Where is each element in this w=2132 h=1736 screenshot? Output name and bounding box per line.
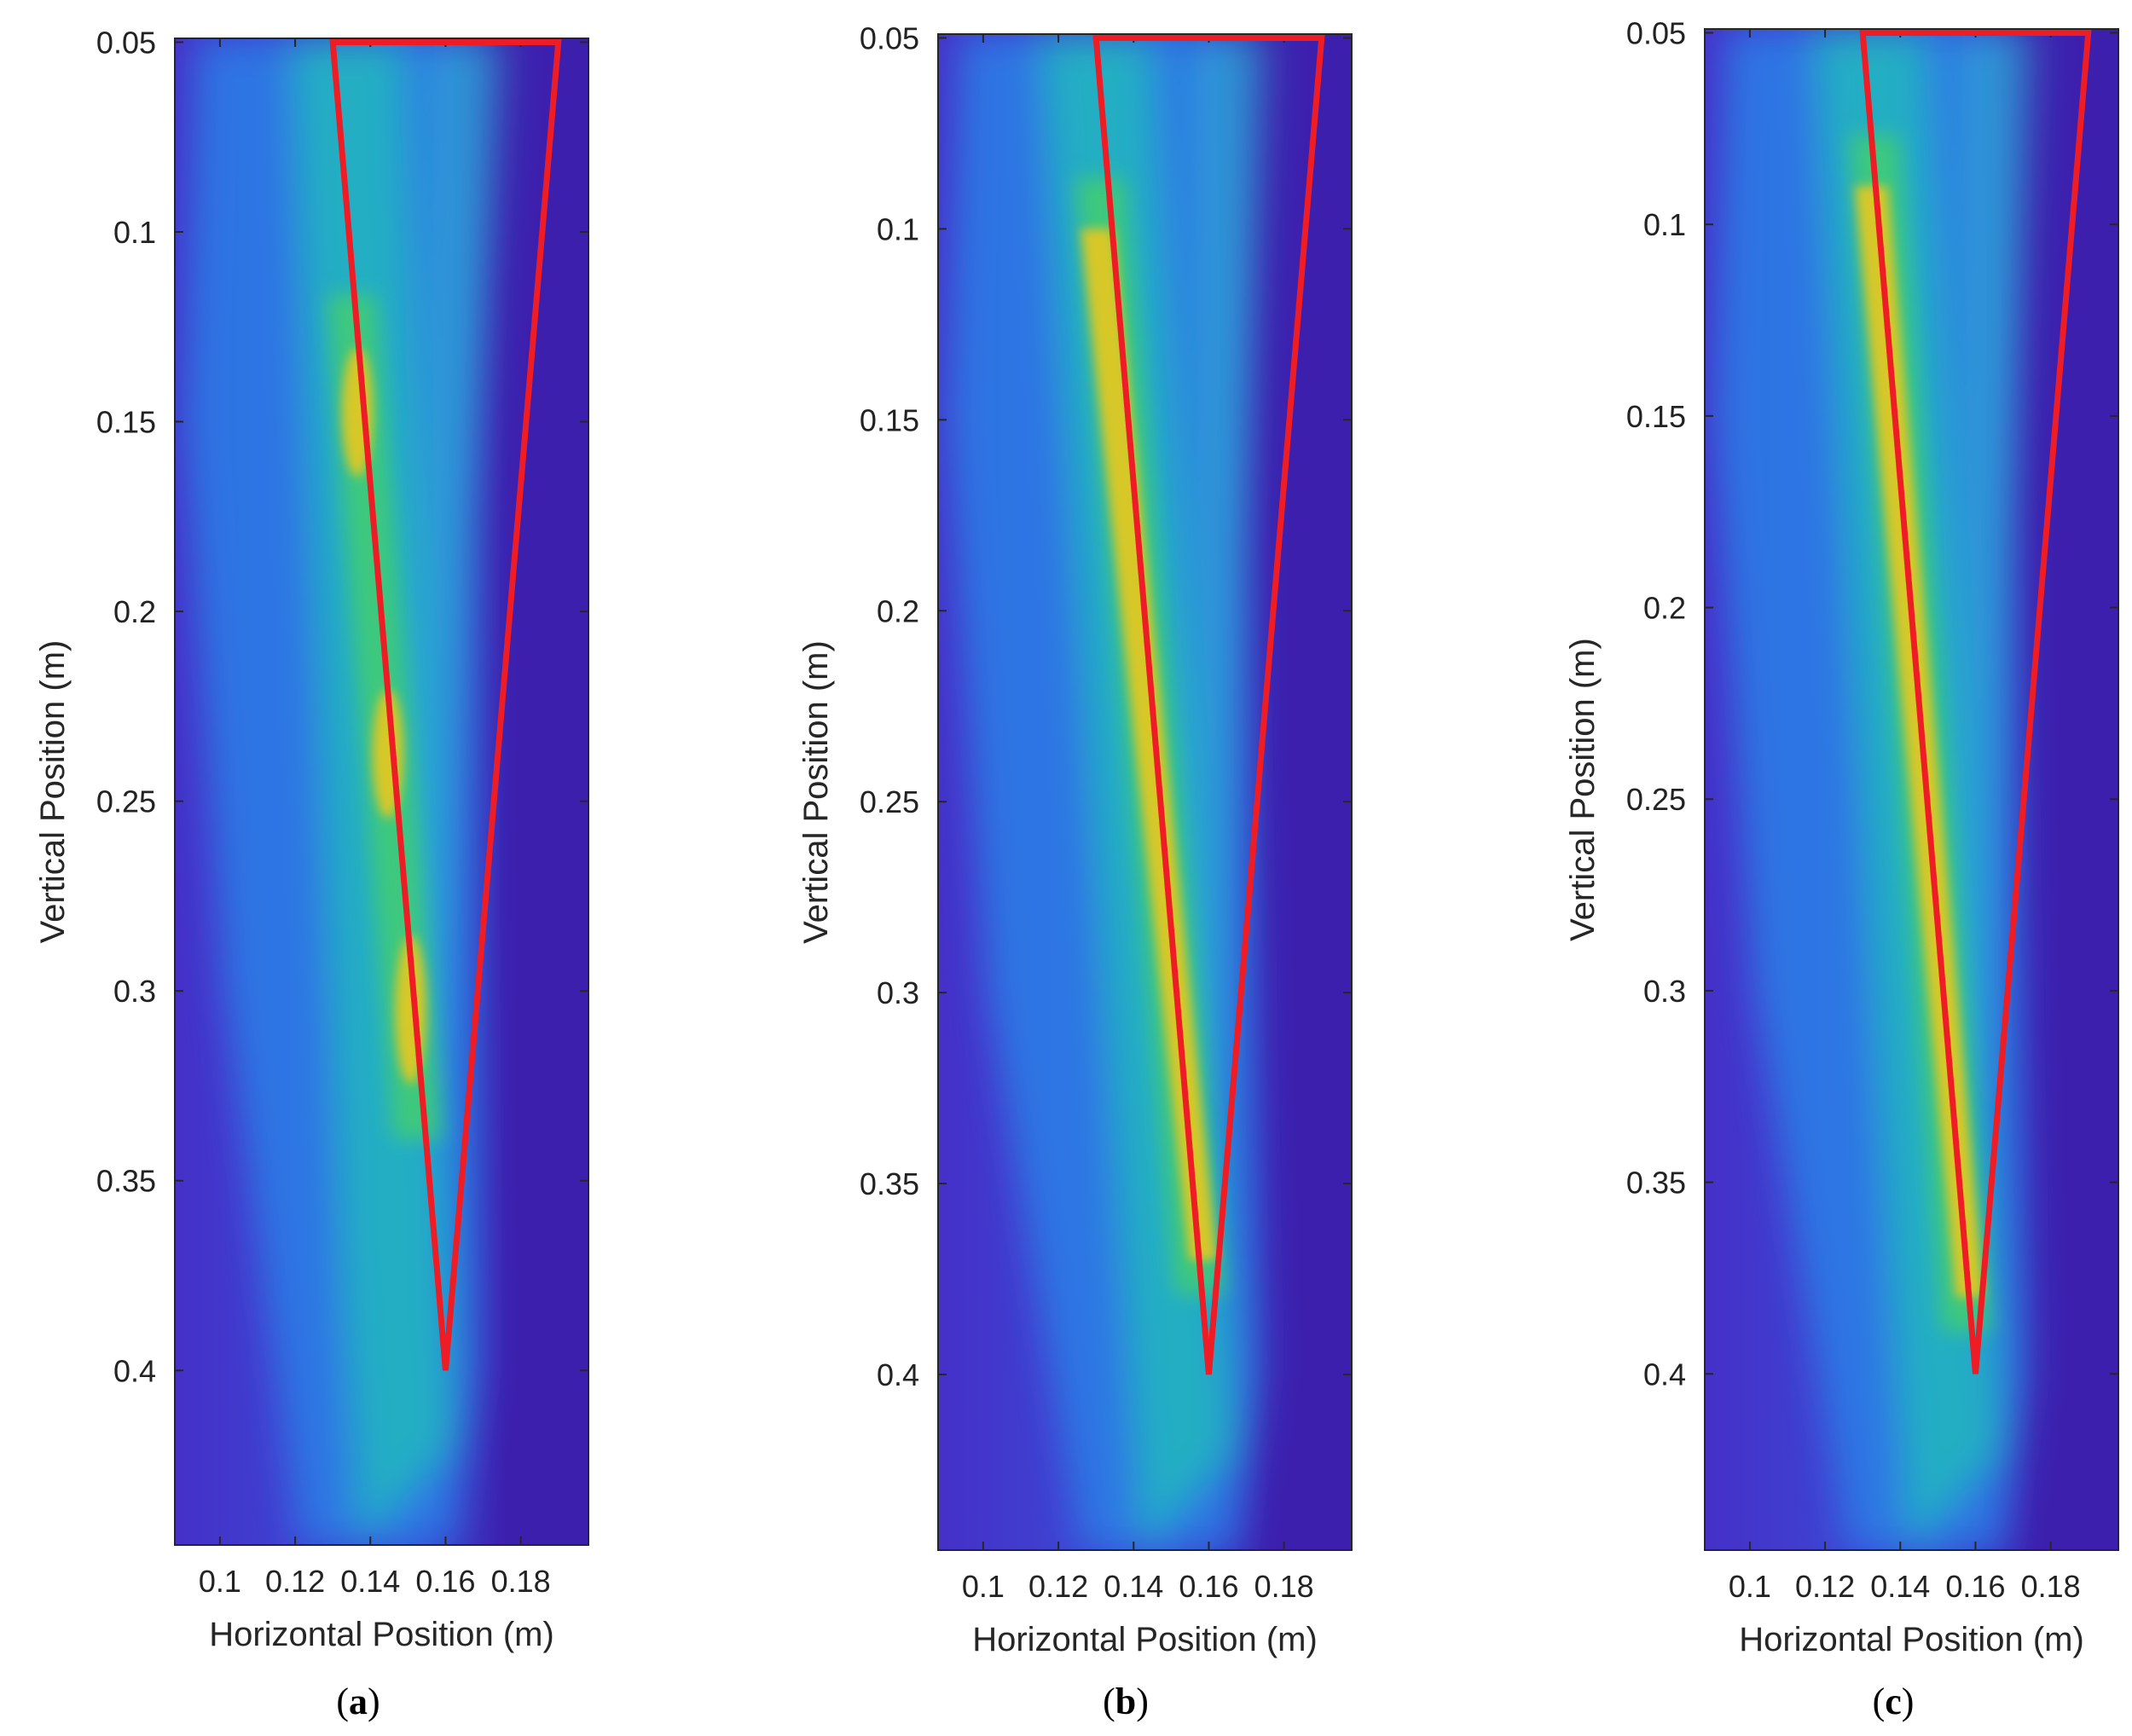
panel-b: 0.1 0.12 0.14 0.16 0.18 0.05 0.1 0.15 0.2 0.25 0.3… [797, 20, 1353, 1722]
y-tick-label: 0.35 [96, 1164, 156, 1199]
heatmap-peak [1080, 229, 1217, 1260]
y-tick-label: 0.15 [860, 402, 919, 437]
y-tick-label: 0.4 [877, 1357, 919, 1392]
x-tick-label: 0.18 [491, 1564, 551, 1599]
heatmap-b [938, 34, 1352, 1550]
y-tick-label: 0.05 [1626, 15, 1686, 50]
y-tick-label: 0.2 [113, 594, 156, 629]
overlay-triangle [1092, 34, 1325, 1375]
y-tick-label: 0.3 [877, 975, 919, 1010]
x-tick-label: 0.12 [265, 1564, 325, 1599]
overlay-triangle [1859, 29, 2092, 1374]
heatmap-c [1705, 29, 2118, 1550]
x-tick-label: 0.1 [962, 1569, 1005, 1604]
x-tick-label: 0.12 [1028, 1569, 1088, 1604]
y-tick-label: 0.3 [113, 974, 156, 1009]
y-tick-label: 0.35 [860, 1166, 919, 1201]
x-tick-label: 0.14 [1870, 1569, 1930, 1604]
y-tick-label: 0.1 [113, 215, 156, 250]
heatmap-spread [182, 38, 506, 1545]
heatmap-a [175, 38, 588, 1545]
y-tick-label: 0.4 [113, 1353, 156, 1388]
y-tick-label: 0.2 [1643, 591, 1686, 626]
y-axis-title: Vertical Position (m) [34, 640, 72, 944]
y-axis-title: Vertical Position (m) [1564, 638, 1602, 941]
panel-label: (a) [336, 1681, 379, 1722]
y-axis-title: Vertical Position (m) [797, 640, 835, 944]
panel-a: 0.1 0.12 0.14 0.16 0.18 0.05 0.1 0.15 0.2 0.25 0.3… [34, 25, 589, 1722]
y-tick-label: 0.25 [860, 784, 919, 819]
y-tick-label: 0.15 [1626, 399, 1686, 434]
y-tick-label: 0.05 [96, 25, 156, 60]
y-tick-label: 0.25 [96, 784, 156, 819]
x-tick-label: 0.14 [1104, 1569, 1163, 1604]
x-tick-label: 0.12 [1795, 1569, 1855, 1604]
y-tick-label: 0.15 [96, 405, 156, 440]
x-tick-label: 0.1 [1729, 1569, 1771, 1604]
x-tick-label: 0.16 [415, 1564, 475, 1599]
y-tick-label: 0.4 [1643, 1357, 1686, 1392]
x-axis-title: Horizontal Position (m) [1739, 1621, 2084, 1658]
axes-frame [937, 33, 1353, 1551]
y-tick-label: 0.1 [877, 211, 919, 246]
panel-c: 0.1 0.12 0.14 0.16 0.18 0.05 0.1 0.15 0.2 0.25 0.3… [1564, 15, 2119, 1722]
panel-label: (b) [1103, 1681, 1149, 1722]
x-tick-label: 0.1 [199, 1564, 241, 1599]
y-tick-label: 0.2 [877, 593, 919, 628]
x-axis-title: Horizontal Position (m) [209, 1616, 554, 1653]
panel-label: (c) [1873, 1681, 1915, 1722]
x-tick-label: 0.16 [1945, 1569, 2005, 1604]
y-tick-label: 0.3 [1643, 974, 1686, 1009]
x-tick-label: 0.18 [1254, 1569, 1314, 1604]
y-tick-label: 0.25 [1626, 782, 1686, 817]
y-tick-label: 0.35 [1626, 1166, 1686, 1201]
y-tick-label: 0.1 [1643, 207, 1686, 242]
axes-frame [174, 38, 589, 1546]
heatmap-peak [1855, 186, 1984, 1298]
x-tick-label: 0.16 [1179, 1569, 1238, 1604]
x-axis-title: Horizontal Position (m) [972, 1621, 1318, 1658]
axes-frame [1704, 28, 2119, 1551]
x-tick-label: 0.14 [340, 1564, 400, 1599]
y-tick-label: 0.05 [860, 20, 919, 55]
overlay-triangle [329, 38, 562, 1371]
x-tick-label: 0.18 [2021, 1569, 2081, 1604]
